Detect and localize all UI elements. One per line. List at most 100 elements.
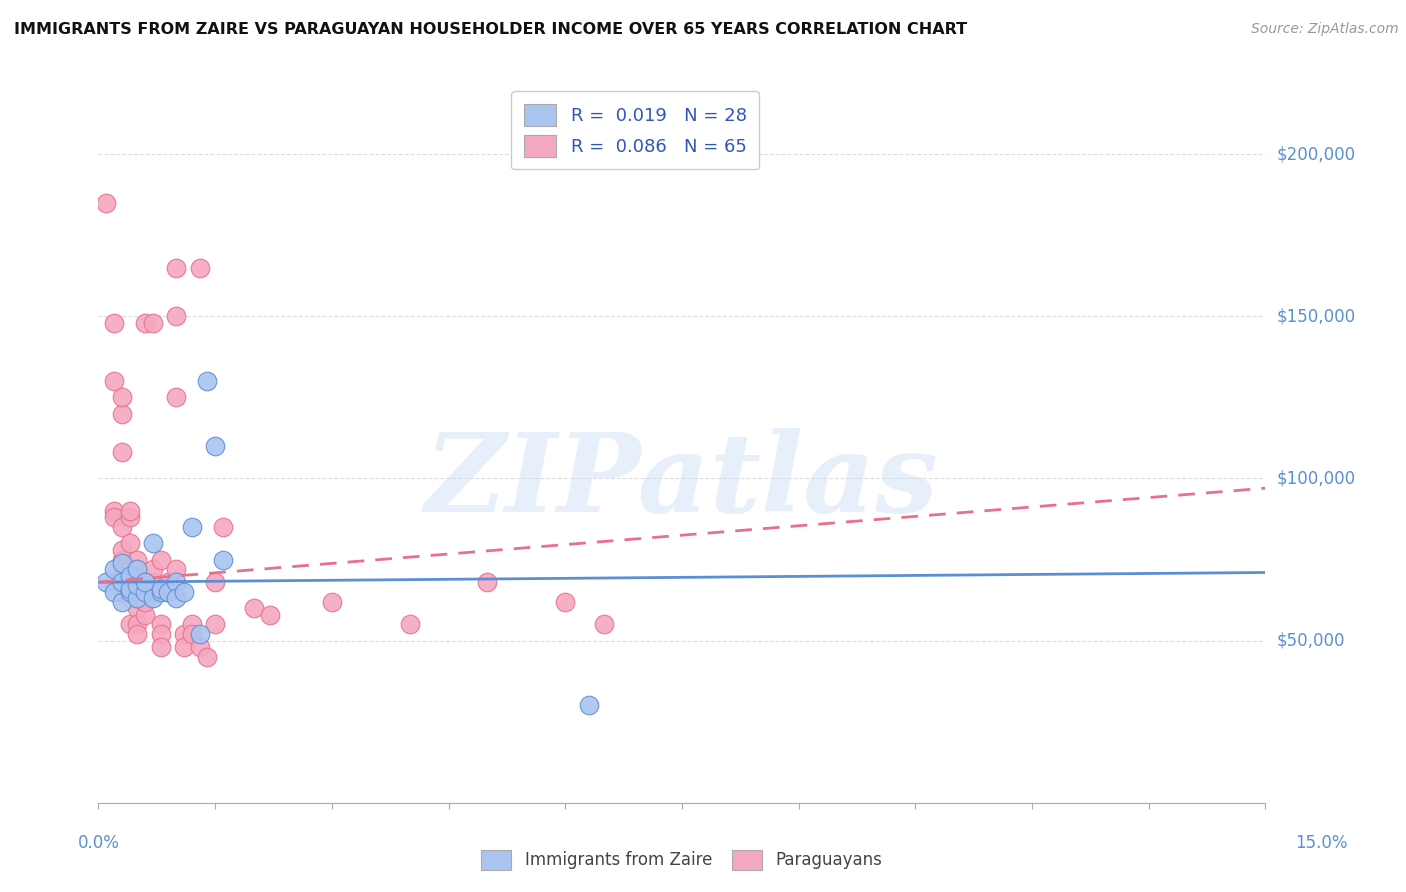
- Text: Source: ZipAtlas.com: Source: ZipAtlas.com: [1251, 22, 1399, 37]
- Point: [243, 601, 266, 615]
- Point: [142, 591, 165, 606]
- Point: [134, 575, 156, 590]
- Point: [111, 556, 134, 570]
- Point: [111, 552, 134, 566]
- Point: [142, 585, 165, 599]
- Point: [111, 575, 134, 590]
- Point: [149, 582, 172, 596]
- Point: [212, 520, 235, 534]
- Point: [180, 617, 202, 632]
- Point: [127, 627, 149, 641]
- Point: [180, 520, 202, 534]
- Point: [118, 536, 141, 550]
- Point: [111, 542, 134, 557]
- Point: [212, 552, 235, 566]
- Point: [149, 640, 172, 654]
- Y-axis label: Householder Income Over 65 years: Householder Income Over 65 years: [0, 310, 7, 582]
- Point: [111, 407, 134, 421]
- Point: [96, 195, 118, 210]
- Point: [103, 562, 125, 576]
- Point: [593, 617, 616, 632]
- Point: [165, 575, 187, 590]
- Point: [554, 595, 576, 609]
- Point: [157, 585, 180, 599]
- Text: $200,000: $200,000: [1277, 145, 1355, 163]
- Point: [142, 562, 165, 576]
- Point: [173, 585, 195, 599]
- Point: [259, 607, 281, 622]
- Point: [111, 390, 134, 404]
- Point: [111, 520, 134, 534]
- Point: [127, 575, 149, 590]
- Point: [103, 510, 125, 524]
- Point: [127, 562, 149, 576]
- Point: [149, 552, 172, 566]
- Point: [118, 582, 141, 596]
- Point: [111, 568, 134, 582]
- Point: [134, 316, 156, 330]
- Point: [127, 617, 149, 632]
- Point: [321, 595, 343, 609]
- Point: [134, 585, 156, 599]
- Point: [188, 640, 211, 654]
- Point: [188, 627, 211, 641]
- Point: [118, 617, 141, 632]
- Point: [173, 627, 195, 641]
- Point: [195, 374, 218, 388]
- Point: [180, 627, 202, 641]
- Point: [142, 536, 165, 550]
- Point: [103, 585, 125, 599]
- Point: [111, 585, 134, 599]
- Text: 15.0%: 15.0%: [1295, 834, 1348, 852]
- Point: [118, 585, 141, 599]
- Point: [127, 562, 149, 576]
- Point: [578, 698, 600, 713]
- Point: [103, 374, 125, 388]
- Point: [103, 316, 125, 330]
- Point: [96, 575, 118, 590]
- Point: [173, 640, 195, 654]
- Point: [127, 552, 149, 566]
- Point: [134, 595, 156, 609]
- Point: [398, 617, 420, 632]
- Point: [149, 617, 172, 632]
- Point: [134, 607, 156, 622]
- Point: [127, 578, 149, 592]
- Text: IMMIGRANTS FROM ZAIRE VS PARAGUAYAN HOUSEHOLDER INCOME OVER 65 YEARS CORRELATION: IMMIGRANTS FROM ZAIRE VS PARAGUAYAN HOUS…: [14, 22, 967, 37]
- Point: [118, 568, 141, 582]
- Point: [142, 316, 165, 330]
- Point: [165, 390, 187, 404]
- Text: $50,000: $50,000: [1277, 632, 1346, 649]
- Point: [149, 627, 172, 641]
- Point: [157, 585, 180, 599]
- Point: [118, 504, 141, 518]
- Point: [195, 649, 218, 664]
- Point: [127, 591, 149, 606]
- Point: [127, 591, 149, 606]
- Point: [118, 575, 141, 590]
- Point: [204, 575, 226, 590]
- Point: [127, 601, 149, 615]
- Point: [134, 575, 156, 590]
- Point: [204, 439, 226, 453]
- Point: [134, 585, 156, 599]
- Point: [103, 504, 125, 518]
- Text: 0.0%: 0.0%: [77, 834, 120, 852]
- Point: [188, 260, 211, 275]
- Legend: Immigrants from Zaire, Paraguayans: Immigrants from Zaire, Paraguayans: [475, 843, 889, 877]
- Point: [165, 310, 187, 324]
- Text: $150,000: $150,000: [1277, 307, 1355, 326]
- Text: ZIPatlas: ZIPatlas: [425, 428, 939, 535]
- Point: [204, 617, 226, 632]
- Point: [111, 595, 134, 609]
- Point: [477, 575, 499, 590]
- Point: [149, 585, 172, 599]
- Point: [165, 562, 187, 576]
- Point: [118, 591, 141, 606]
- Point: [165, 591, 187, 606]
- Point: [111, 445, 134, 459]
- Text: $100,000: $100,000: [1277, 469, 1355, 487]
- Point: [111, 575, 134, 590]
- Point: [142, 575, 165, 590]
- Point: [165, 260, 187, 275]
